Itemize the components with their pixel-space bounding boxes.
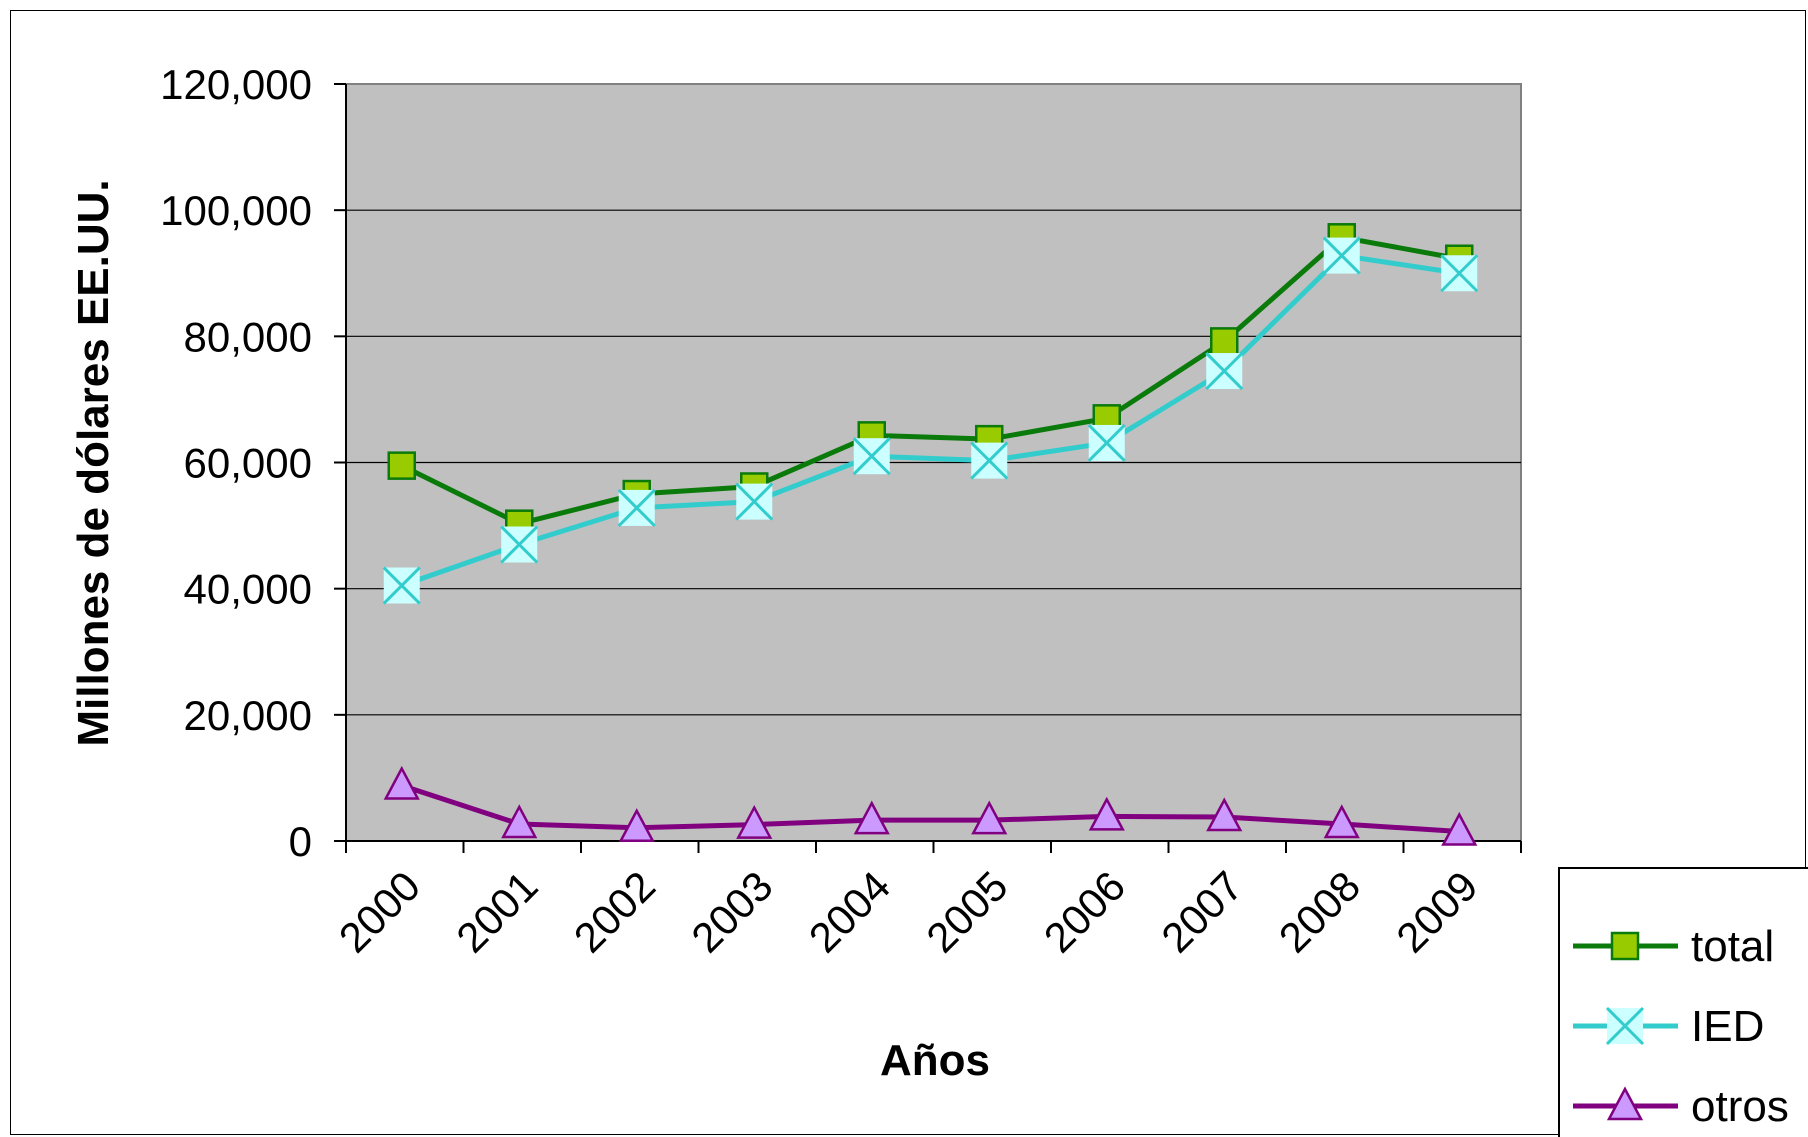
data-point bbox=[1205, 351, 1244, 391]
series-line bbox=[400, 253, 1460, 588]
legend: total IED otros bbox=[1558, 867, 1808, 1137]
series-line bbox=[400, 234, 1460, 527]
x-axis-ticks: 2000 2001 2002 2003 2004 2005 2006 2007 2008 2009 bbox=[330, 841, 1522, 961]
legend-label: total bbox=[1691, 922, 1774, 971]
legend-marker bbox=[1605, 1006, 1645, 1046]
y-tick-label: 0 bbox=[289, 818, 312, 865]
data-point bbox=[852, 437, 891, 476]
y-tick-label: 80,000 bbox=[184, 313, 312, 360]
series-line bbox=[400, 783, 1460, 835]
legend-box bbox=[1558, 867, 1808, 1137]
legend-items: total IED otros bbox=[1573, 922, 1789, 1131]
y-tick-label: 60,000 bbox=[184, 440, 312, 487]
x-tick-label: 2000 bbox=[330, 862, 429, 961]
y-tick-label: 20,000 bbox=[184, 692, 312, 739]
data-point bbox=[970, 441, 1009, 480]
y-axis-ticks: 0 20,000 40,000 60,000 80,000 100,000 120,000 bbox=[160, 61, 346, 865]
data-point bbox=[618, 808, 655, 843]
data-point bbox=[1441, 811, 1478, 846]
x-tick-label: 2008 bbox=[1270, 862, 1369, 961]
data-point bbox=[1322, 236, 1361, 275]
data-point bbox=[382, 566, 421, 605]
legend-marker bbox=[1606, 1086, 1644, 1121]
data-point bbox=[1206, 797, 1243, 832]
y-tick-label: 120,000 bbox=[160, 61, 312, 108]
data-point bbox=[1087, 423, 1126, 463]
x-axis-title: Años bbox=[880, 1036, 990, 1085]
data-point bbox=[387, 451, 416, 480]
data-point bbox=[853, 800, 890, 835]
data-point bbox=[1210, 327, 1239, 356]
x-tick-label: 2001 bbox=[447, 862, 546, 961]
data-point bbox=[617, 488, 656, 527]
x-tick-label: 2004 bbox=[800, 862, 899, 961]
x-tick-label: 2005 bbox=[917, 862, 1016, 961]
x-tick-label: 2002 bbox=[565, 862, 664, 961]
series-IED bbox=[382, 236, 1479, 605]
series-group bbox=[382, 223, 1479, 846]
x-tick-label: 2006 bbox=[1035, 862, 1134, 961]
data-point bbox=[500, 525, 539, 564]
legend-item-otros: otros bbox=[1573, 1082, 1789, 1131]
x-tick-label: 2003 bbox=[682, 862, 781, 961]
y-tick-label: 100,000 bbox=[160, 187, 312, 234]
x-tick-label: 2007 bbox=[1152, 862, 1251, 961]
legend-label: IED bbox=[1691, 1002, 1764, 1051]
y-axis-title: Millones de dólares EE.UU. bbox=[69, 179, 118, 746]
series-otros bbox=[383, 765, 1478, 846]
data-point bbox=[735, 482, 774, 521]
legend-marker bbox=[1610, 931, 1640, 961]
data-point bbox=[1323, 804, 1360, 839]
legend-item-total: total bbox=[1573, 922, 1774, 971]
y-tick-label: 40,000 bbox=[184, 566, 312, 613]
data-point bbox=[501, 804, 538, 839]
data-point bbox=[971, 800, 1008, 835]
x-tick-label: 2009 bbox=[1387, 862, 1486, 961]
legend-label: otros bbox=[1691, 1082, 1789, 1131]
gridlines bbox=[346, 209, 1521, 716]
data-point bbox=[736, 804, 773, 839]
data-point bbox=[1088, 796, 1125, 831]
data-point bbox=[1440, 254, 1479, 293]
legend-item-IED: IED bbox=[1573, 1002, 1764, 1051]
data-point bbox=[383, 765, 420, 800]
